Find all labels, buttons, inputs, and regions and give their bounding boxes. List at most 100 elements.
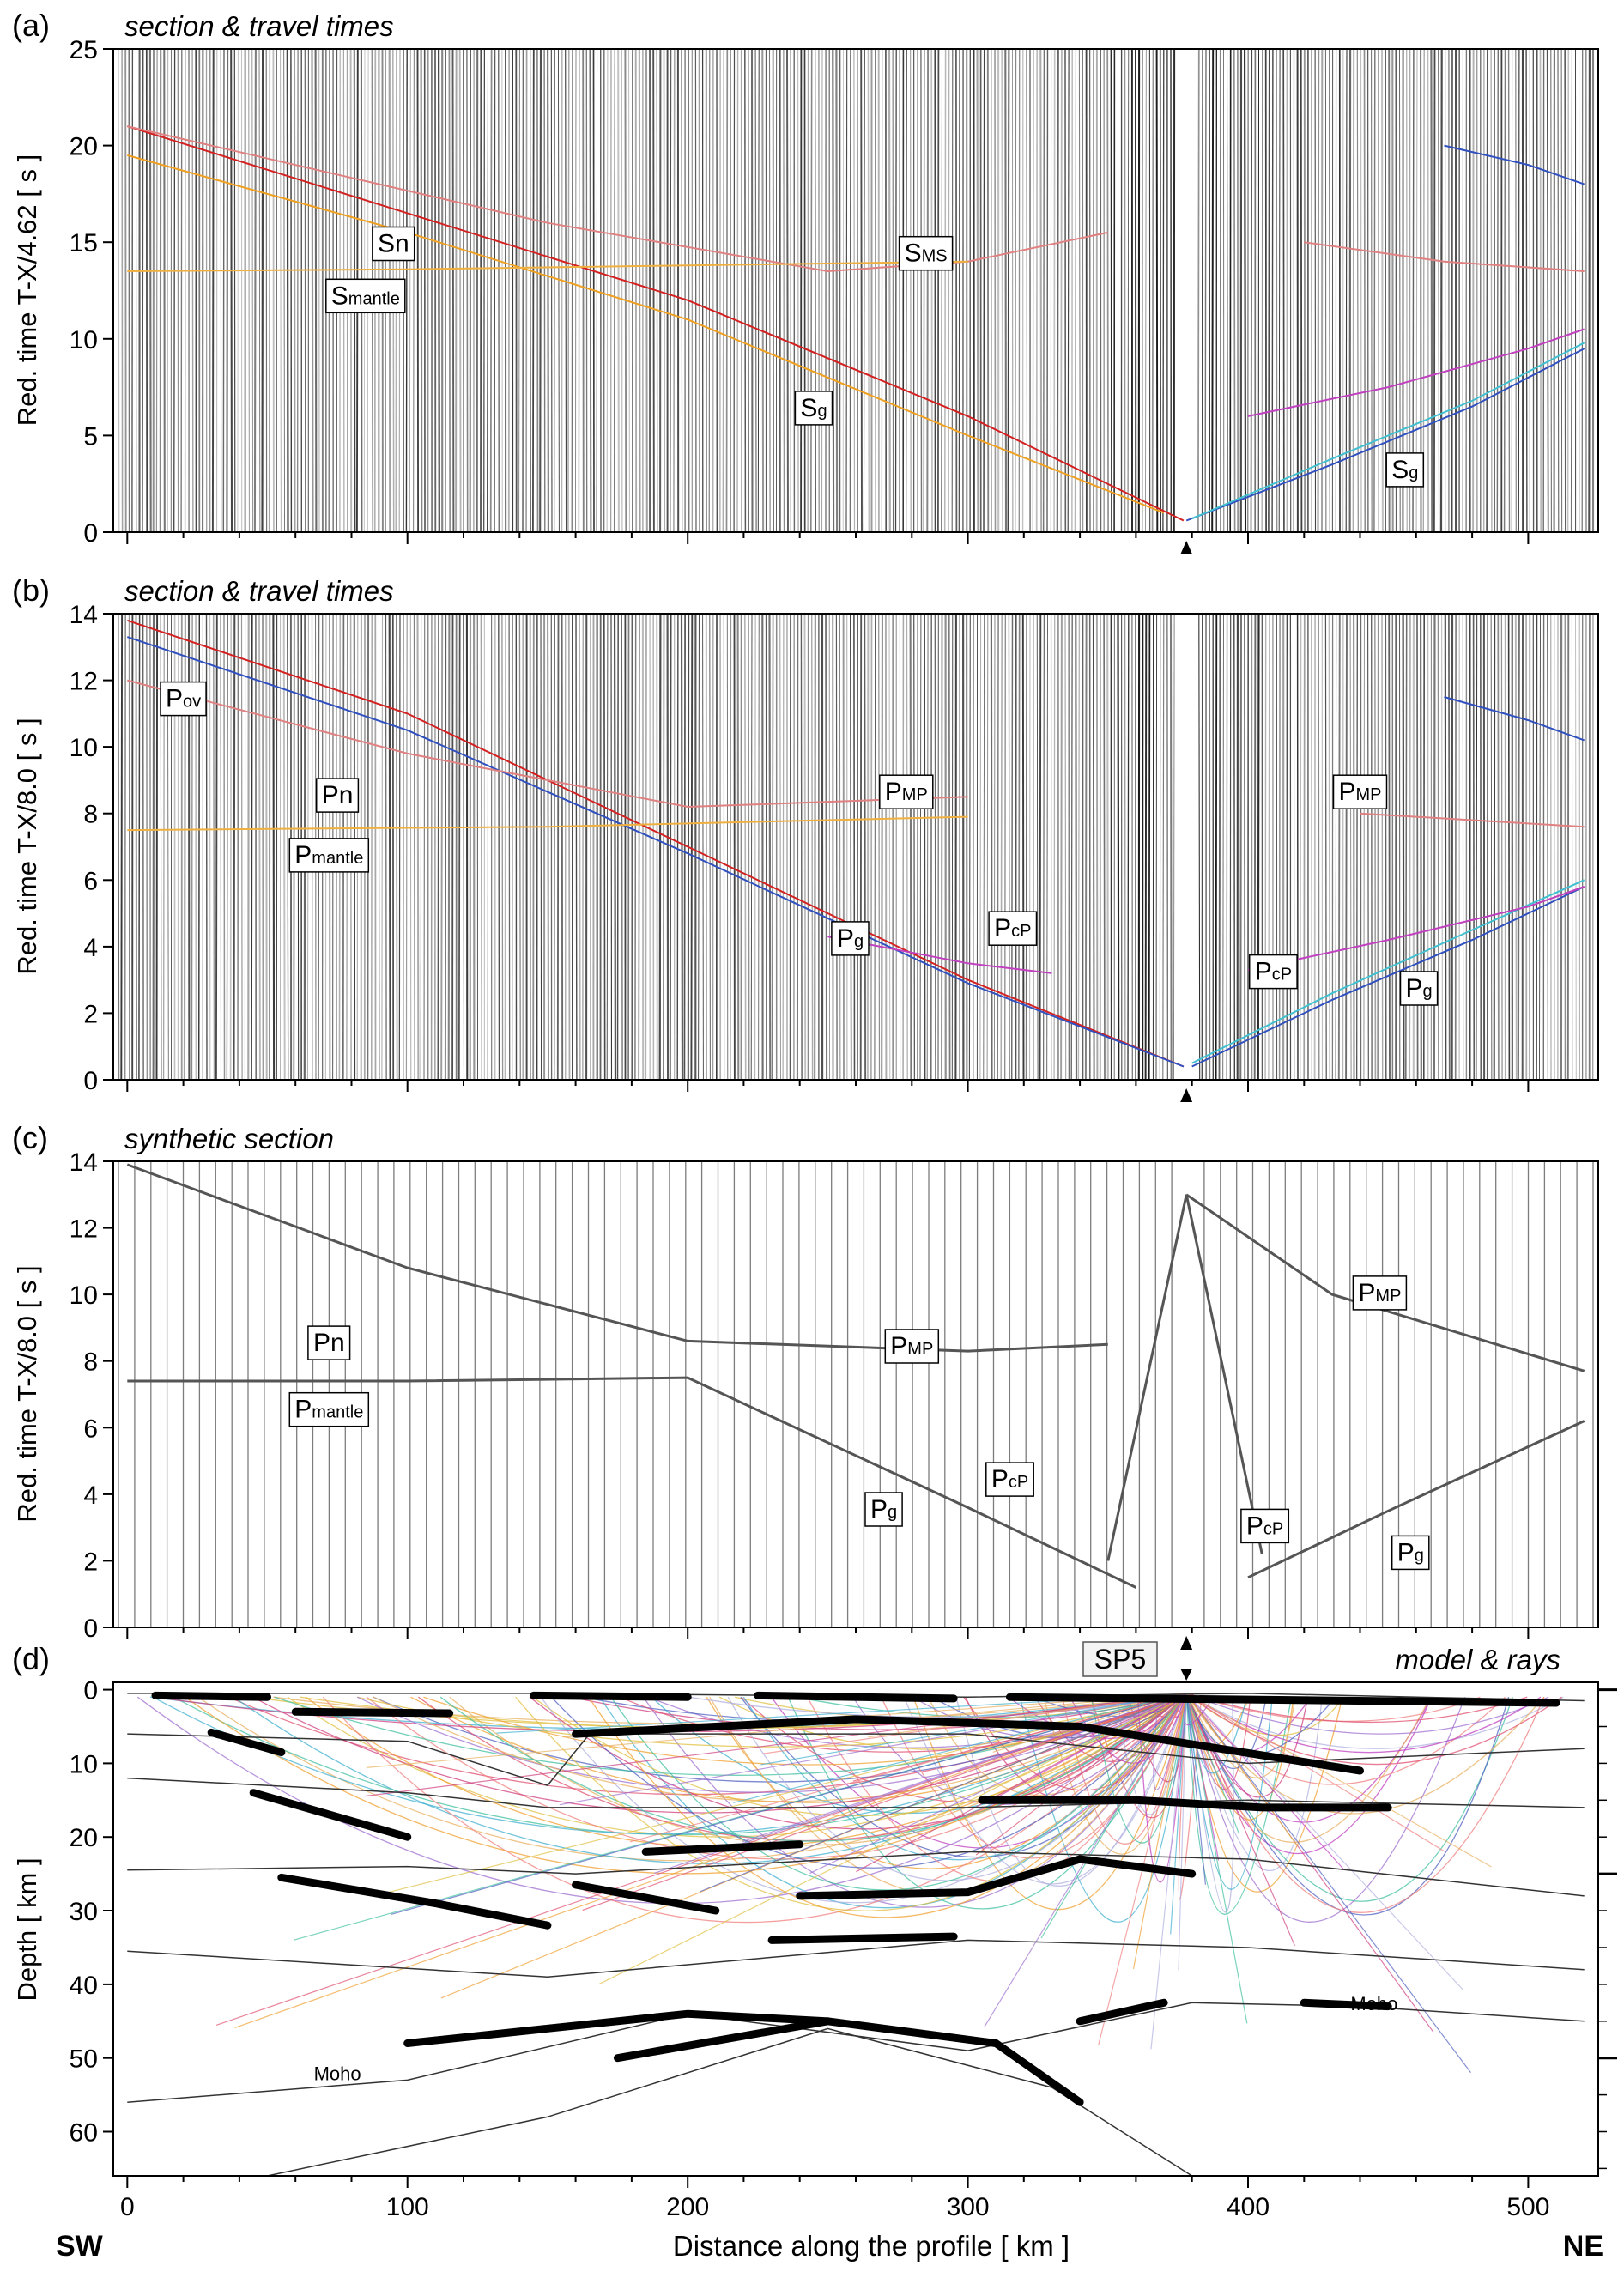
- seismic-trace: [606, 614, 609, 1080]
- seismic-trace: [282, 614, 286, 1080]
- seismic-trace: [1422, 49, 1425, 532]
- seismic-trace: [736, 614, 740, 1080]
- ray-path: [366, 1693, 1187, 1768]
- seismic-trace: [237, 49, 239, 532]
- ray-path: [733, 1693, 1187, 1803]
- seismic-trace: [466, 49, 469, 532]
- panel-b-x-ticks: [126, 1080, 1530, 1092]
- phase-label: Sn: [372, 226, 415, 262]
- seismic-trace: [1377, 614, 1379, 1080]
- seismic-trace: [743, 614, 747, 1080]
- seismic-trace: [867, 49, 870, 532]
- seismic-trace: [554, 614, 555, 1080]
- seismic-trace: [979, 614, 982, 1080]
- seismic-trace: [1078, 49, 1081, 532]
- travel-time-curve: [1185, 348, 1585, 522]
- seismic-trace: [230, 49, 233, 532]
- panel-d-right-ticks: [1598, 1688, 1617, 2170]
- seismic-trace: [1127, 614, 1130, 1080]
- ray-path: [1062, 1693, 1187, 1845]
- seismic-trace: [955, 49, 958, 532]
- ray-path: [1145, 1693, 1187, 1755]
- seismic-trace: [1201, 49, 1203, 532]
- seismic-trace: [1356, 614, 1358, 1080]
- ray-path: [741, 1693, 1187, 1803]
- travel-time-curve: [127, 679, 968, 809]
- ray-path: [215, 1693, 1187, 2026]
- phase-label: SMS: [898, 235, 954, 271]
- travel-time-curve: [1191, 879, 1585, 1064]
- reflector-segment: [978, 1796, 1392, 1812]
- seismic-trace: [258, 614, 261, 1080]
- panel-b: (b) section & travel times PovPnPmantleP…: [12, 573, 1599, 1102]
- seismic-trace: [926, 49, 930, 532]
- ray-path: [975, 1693, 1187, 1856]
- seismic-trace: [810, 49, 813, 532]
- seismic-trace: [1415, 49, 1418, 532]
- seismic-trace: [532, 614, 535, 1080]
- seismic-trace: [483, 49, 486, 532]
- seismic-trace: [1056, 49, 1059, 532]
- seismic-trace: [1015, 49, 1017, 532]
- seismic-trace: [290, 49, 293, 532]
- ray-path: [391, 1693, 1187, 1915]
- seismic-trace: [1155, 49, 1159, 532]
- seismic-trace: [1416, 614, 1419, 1080]
- svg-text:Pn: Pn: [313, 1329, 345, 1357]
- seismic-trace: [1043, 49, 1045, 532]
- seismic-trace: [708, 49, 711, 532]
- sw-label: SW: [56, 2230, 104, 2263]
- seismic-trace: [518, 49, 520, 532]
- seismic-trace: [416, 49, 420, 532]
- ray-path: [760, 1693, 1187, 1766]
- seismic-trace: [645, 49, 648, 532]
- seismic-trace: [782, 614, 785, 1080]
- svg-text:Sg: Sg: [800, 394, 827, 422]
- seismic-trace: [120, 614, 124, 1080]
- ray-path: [1185, 1693, 1562, 1766]
- seismic-trace: [666, 614, 670, 1080]
- seismic-trace: [543, 49, 546, 532]
- seismic-trace: [1575, 614, 1577, 1080]
- seismic-trace: [532, 49, 535, 532]
- seismic-trace: [1385, 614, 1387, 1080]
- seismic-trace: [990, 614, 993, 1080]
- seismic-trace: [1035, 49, 1039, 532]
- seismic-trace: [1348, 49, 1352, 532]
- seismic-trace: [314, 49, 318, 532]
- seismic-trace: [1169, 614, 1173, 1080]
- ray-path: [742, 1693, 1187, 1861]
- seismic-trace: [1560, 49, 1563, 532]
- seismic-trace: [1074, 49, 1076, 532]
- seismic-trace: [567, 614, 571, 1080]
- seismic-trace: [1566, 49, 1570, 532]
- ne-label: NE: [1563, 2230, 1603, 2263]
- svg-text:PMP: PMP: [1338, 778, 1381, 806]
- seismic-trace: [1110, 49, 1112, 532]
- panel-c-x-ticks: [126, 1627, 1530, 1639]
- seismic-trace: [191, 49, 194, 532]
- seismic-trace: [1430, 49, 1433, 532]
- seismic-trace: [118, 49, 120, 532]
- seismic-trace: [860, 49, 863, 532]
- seismic-trace: [148, 49, 152, 532]
- svg-text:Smantle: Smantle: [331, 282, 400, 310]
- y-tick-label: 8: [83, 801, 98, 829]
- seismic-trace: [1036, 614, 1039, 1080]
- ray-path: [532, 1693, 1187, 1817]
- phase-label: PMP: [1352, 1275, 1408, 1311]
- seismic-trace: [121, 49, 124, 532]
- y-tick-label: 6: [83, 1415, 98, 1443]
- seismic-trace: [567, 49, 570, 532]
- seismic-trace: [416, 614, 420, 1080]
- seismic-trace: [973, 614, 975, 1080]
- seismic-trace: [617, 49, 620, 532]
- seismic-trace: [480, 614, 482, 1080]
- seismic-trace: [451, 49, 455, 532]
- seismic-trace: [1507, 49, 1511, 532]
- seismic-trace: [624, 49, 627, 532]
- seismic-trace: [1581, 49, 1584, 532]
- seismic-trace: [146, 614, 148, 1080]
- seismic-trace: [621, 614, 623, 1080]
- ray-path: [559, 1693, 1187, 1806]
